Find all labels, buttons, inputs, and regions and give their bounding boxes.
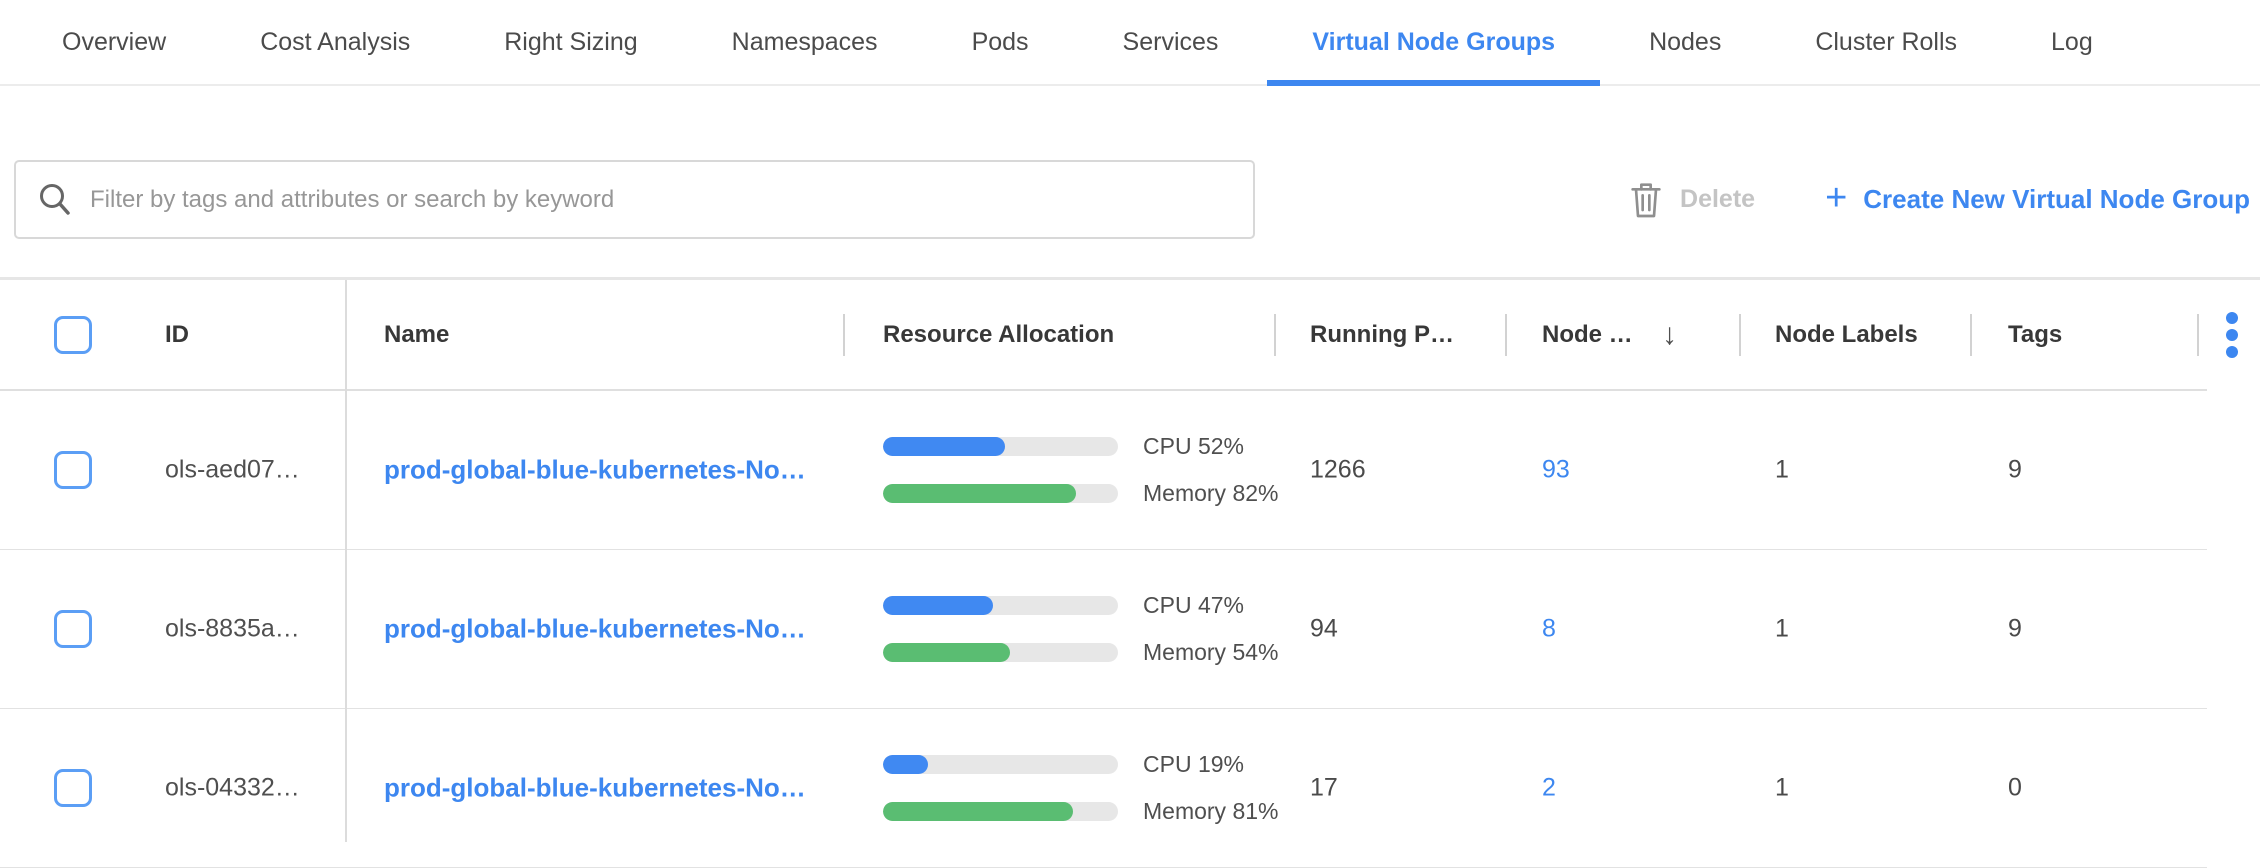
resource-allocation-cell: CPU 19% Memory 81% — [883, 751, 1278, 825]
row-checkbox[interactable] — [54, 610, 92, 648]
nodes-count-link[interactable]: 93 — [1542, 455, 1570, 484]
sort-descending-icon[interactable]: ↓ — [1662, 317, 1677, 351]
table-header-row: ID Name Resource Allocation Running P… N… — [0, 280, 2238, 391]
tags-value: 9 — [2008, 455, 2022, 484]
filter-input[interactable] — [90, 185, 1233, 214]
plus-icon: + — [1825, 176, 1848, 219]
column-header-nodes[interactable]: Node … — [1542, 320, 1633, 348]
header-divider — [843, 313, 845, 356]
trash-icon — [1630, 181, 1662, 219]
header-divider — [1970, 313, 1972, 356]
column-header-running-pods[interactable]: Running P… — [1310, 320, 1454, 348]
running-pods-value: 94 — [1310, 614, 1338, 643]
tab-nodes[interactable]: Nodes — [1649, 27, 1722, 56]
node-labels-value: 1 — [1775, 455, 1789, 484]
memory-progress-bar — [883, 484, 1118, 503]
tab-virtual-node-groups[interactable]: Virtual Node Groups — [1267, 0, 1600, 86]
kebab-dot — [2226, 345, 2238, 358]
node-labels-value: 1 — [1775, 614, 1789, 643]
cpu-label: CPU 52% — [1143, 433, 1244, 459]
tab-right-sizing[interactable]: Right Sizing — [504, 27, 638, 56]
tab-log[interactable]: Log — [2051, 27, 2093, 56]
memory-progress-bar — [883, 802, 1118, 821]
cpu-progress-bar — [883, 437, 1118, 456]
delete-button[interactable]: Delete — [1630, 181, 1755, 219]
column-header-id[interactable]: ID — [165, 320, 189, 348]
resource-allocation-cell: CPU 52% Memory 82% — [883, 433, 1278, 507]
memory-label: Memory 82% — [1143, 480, 1279, 506]
running-pods-value: 17 — [1310, 773, 1338, 802]
select-all-checkbox[interactable] — [54, 315, 92, 354]
delete-button-label: Delete — [1680, 185, 1756, 213]
column-options-kebab-icon[interactable] — [2226, 311, 2238, 358]
table-row: ols-04332… prod-global-blue-kubernetes-N… — [0, 709, 2207, 868]
memory-progress-bar — [883, 643, 1118, 662]
vng-id: ols-04332… — [165, 773, 300, 802]
vng-name-link[interactable]: prod-global-blue-kubernetes-No… — [384, 613, 806, 644]
top-tab-bar: Overview Cost Analysis Right Sizing Name… — [0, 0, 2260, 86]
header-divider — [1739, 313, 1741, 356]
create-button-label: Create New Virtual Node Group — [1863, 184, 2250, 214]
table-row: ols-aed07… prod-global-blue-kubernetes-N… — [0, 391, 2207, 550]
search-icon — [36, 181, 74, 219]
memory-label: Memory 81% — [1143, 798, 1279, 824]
header-divider — [2197, 313, 2199, 356]
id-column-divider — [345, 280, 347, 842]
tab-services[interactable]: Services — [1122, 27, 1219, 56]
toolbar-actions: Delete + Create New Virtual Node Group — [1630, 176, 2250, 219]
nodes-count-link[interactable]: 2 — [1542, 773, 1556, 802]
vng-name-link[interactable]: prod-global-blue-kubernetes-No… — [384, 772, 806, 803]
tab-cluster-rolls[interactable]: Cluster Rolls — [1815, 27, 1958, 56]
vng-name-link[interactable]: prod-global-blue-kubernetes-No… — [384, 454, 806, 485]
row-checkbox[interactable] — [54, 769, 92, 807]
tags-value: 9 — [2008, 614, 2022, 643]
kebab-dot — [2226, 311, 2238, 324]
column-header-node-labels[interactable]: Node Labels — [1775, 320, 1918, 348]
filter-searchbox[interactable] — [14, 160, 1255, 239]
memory-label: Memory 54% — [1143, 639, 1279, 665]
running-pods-value: 1266 — [1310, 455, 1366, 484]
header-divider — [1505, 313, 1507, 356]
cpu-progress-bar — [883, 596, 1118, 615]
cpu-label: CPU 19% — [1143, 751, 1244, 777]
create-virtual-node-group-button[interactable]: + Create New Virtual Node Group — [1825, 176, 2250, 219]
vng-id: ols-8835a… — [165, 614, 300, 643]
tab-overview[interactable]: Overview — [62, 27, 167, 56]
resource-allocation-cell: CPU 47% Memory 54% — [883, 592, 1278, 666]
nodes-count-link[interactable]: 8 — [1542, 614, 1556, 643]
row-checkbox[interactable] — [54, 451, 92, 489]
virtual-node-groups-table: ID Name Resource Allocation Running P… N… — [0, 277, 2260, 868]
node-labels-value: 1 — [1775, 773, 1789, 802]
kebab-dot — [2226, 328, 2238, 341]
column-header-resource-allocation[interactable]: Resource Allocation — [883, 320, 1115, 348]
column-header-name[interactable]: Name — [384, 320, 450, 348]
toolbar: Delete + Create New Virtual Node Group — [0, 160, 2260, 239]
tags-value: 0 — [2008, 773, 2022, 802]
cpu-label: CPU 47% — [1143, 592, 1244, 618]
table-row: ols-8835a… prod-global-blue-kubernetes-N… — [0, 550, 2207, 709]
tab-pods[interactable]: Pods — [971, 27, 1029, 56]
header-divider — [1274, 313, 1276, 356]
tab-namespaces[interactable]: Namespaces — [731, 27, 878, 56]
tab-cost-analysis[interactable]: Cost Analysis — [260, 27, 411, 56]
column-header-tags[interactable]: Tags — [2008, 320, 2063, 348]
cpu-progress-bar — [883, 755, 1118, 774]
vng-id: ols-aed07… — [165, 455, 300, 484]
